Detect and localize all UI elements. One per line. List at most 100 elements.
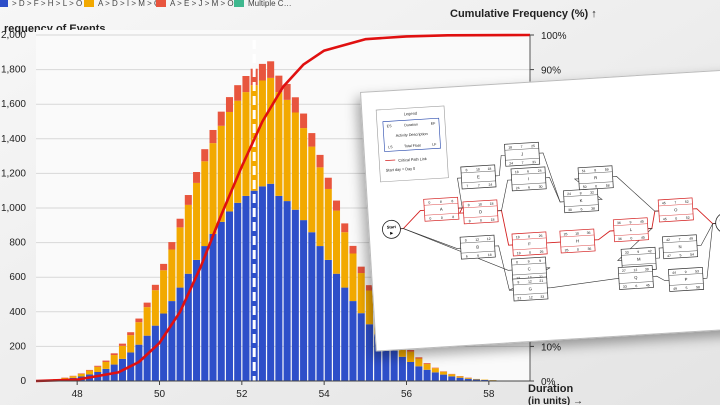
node-id: E (477, 174, 480, 179)
bar-segment (258, 186, 266, 381)
bar-segment (168, 301, 176, 381)
node-divider (463, 215, 498, 219)
node-id: H (576, 238, 579, 243)
activity-node-f: 18 8 26 F 18 0 26 (511, 231, 548, 257)
bar-segment (300, 220, 308, 381)
node-top-value: 9 (637, 250, 639, 254)
bar-segment (300, 113, 308, 129)
bar-segment (225, 97, 233, 112)
node-top-value: 9 (539, 259, 541, 263)
node-divider (614, 233, 649, 236)
bar-segment (341, 223, 349, 233)
bar-segment (275, 92, 283, 196)
bar-segment (77, 373, 85, 377)
y2-axis-label: Cumulative Frequency (%) ↑ (450, 8, 597, 20)
bar-segment (283, 83, 291, 100)
x-tick-label: 56 (401, 389, 413, 400)
legend-top-field: Duration (404, 123, 418, 128)
bar-segment (407, 361, 415, 381)
node-top-value: 24 (538, 169, 542, 173)
bar-segment (390, 350, 398, 381)
node-frame (510, 166, 547, 192)
node-bottom-value: 45 (663, 217, 667, 221)
node-divider (578, 171, 613, 175)
legend-bottom-field: LS (388, 145, 393, 149)
bar-segment (456, 377, 464, 381)
link (547, 278, 619, 289)
node-divider (424, 213, 459, 216)
bar-segment (415, 366, 423, 381)
cumulative-line (35, 33, 531, 383)
y-tick-label: 1,600 (1, 99, 26, 110)
link (655, 247, 664, 259)
node-top-value: 18 (516, 235, 520, 239)
y-tick-label: 600 (9, 272, 26, 283)
start-sub: ▶ (390, 230, 394, 235)
node-bottom-value: 26 (540, 250, 544, 254)
bar-segment (217, 125, 225, 222)
activity-node-e: 8 10 18 E 7 7 24 (460, 164, 497, 190)
node-frame (668, 267, 705, 292)
bar-segment (143, 335, 151, 381)
node-divider (658, 203, 693, 207)
bar-segment (472, 378, 480, 380)
y-tick-label: 1,000 (1, 203, 26, 214)
node-frame (459, 234, 496, 260)
node-top-value: 39 (645, 267, 649, 271)
node-top-value: 12 (475, 238, 479, 242)
y-tick-label: 1,800 (1, 65, 26, 76)
node-id: D (479, 209, 482, 214)
link (494, 245, 514, 291)
bar-segment (382, 342, 390, 381)
bar-segment (118, 343, 126, 346)
node-id: K (579, 198, 582, 203)
node-divider (512, 237, 547, 241)
bar-segment (94, 366, 102, 373)
node-frame (662, 234, 699, 260)
node-id: C (527, 266, 530, 271)
bar-segment (94, 365, 102, 367)
link (703, 223, 717, 279)
bar-segment (357, 273, 365, 314)
node-id: L (630, 227, 633, 232)
bar-segment (415, 357, 423, 359)
node-divider (504, 147, 539, 151)
bar-segment (234, 100, 242, 203)
bar-segment (464, 378, 472, 381)
node-bottom-value: 36 (587, 247, 591, 251)
bar-segment (176, 218, 184, 228)
activity-node-n: 42 7 49 N 47 5 54 (662, 234, 699, 260)
bar-segment (193, 182, 201, 260)
node-divider (560, 244, 595, 248)
node-top-value: 52 (685, 200, 689, 204)
bar-segment (86, 370, 94, 375)
link (457, 177, 463, 209)
node-divider (461, 170, 496, 174)
bar-segment (275, 195, 283, 381)
node-top-value: 27 (622, 269, 626, 273)
node-divider (622, 263, 657, 266)
node-id: F (528, 241, 531, 246)
bar-segment (209, 233, 217, 381)
node-id: Q (634, 275, 638, 280)
bar-segment (423, 364, 431, 370)
x-tick-label: 54 (319, 389, 331, 400)
bar-segment (234, 202, 242, 381)
node-bottom-value: 18 (488, 253, 492, 257)
bar-segment (151, 290, 159, 326)
node-divider (613, 223, 648, 226)
bar-segment (448, 376, 456, 381)
critical-link (497, 210, 513, 246)
bar-segment (333, 200, 341, 211)
critical-link (692, 208, 717, 225)
y-tick-label: 200 (9, 341, 26, 352)
node-id: O (674, 207, 678, 212)
node-bottom-value: 18 (517, 251, 521, 255)
node-bottom-value: 47 (667, 254, 671, 258)
legend-bottom-field: Total Float (404, 143, 421, 148)
activity-node-q: 27 12 39 Q 33 6 45 (617, 265, 654, 290)
node-bottom-value: 12 (529, 295, 533, 299)
bar-segment (423, 363, 431, 365)
y-tick-label: 400 (9, 307, 26, 318)
